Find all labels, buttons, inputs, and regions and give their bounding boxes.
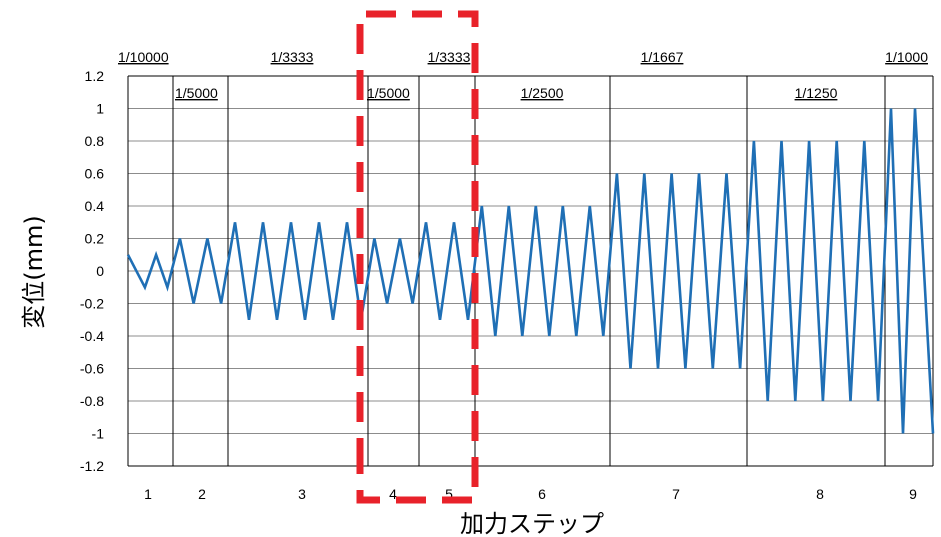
step-label: 4 bbox=[389, 486, 397, 502]
y-tick-label: -0.8 bbox=[80, 393, 104, 409]
y-axis-title: 変位(mm) bbox=[20, 215, 48, 328]
ratio-label: 1/1667 bbox=[641, 49, 684, 65]
step-label: 3 bbox=[298, 486, 306, 502]
y-tick-label: -0.6 bbox=[80, 361, 104, 377]
grid-lines bbox=[128, 75, 933, 467]
step-label: 6 bbox=[538, 486, 546, 502]
displacement-series bbox=[126, 108, 935, 434]
ratio-labels: 1/10000 1/5000 1/3333 1/5000 1/3333 1/2500 1/1… bbox=[118, 49, 928, 101]
y-tick-label: 1.2 bbox=[85, 68, 105, 84]
ratio-label: 1/1000 bbox=[885, 49, 928, 65]
ratio-label: 1/10000 bbox=[118, 49, 169, 65]
y-tick-label: 1 bbox=[96, 101, 104, 117]
y-tick-label: -0.2 bbox=[80, 296, 104, 312]
y-tick-label: 0.2 bbox=[85, 231, 105, 247]
step-label: 9 bbox=[909, 486, 917, 502]
y-tick-labels: 1.2 1 0.8 0.6 0.4 0.2 0 -0.2 -0.4 -0.6 -0.8 -1 -1.2 bbox=[80, 68, 104, 474]
ratio-label: 1/5000 bbox=[175, 85, 218, 101]
step-label: 5 bbox=[445, 486, 453, 502]
x-axis-title: 加力ステップ bbox=[460, 510, 604, 537]
displacement-line bbox=[126, 108, 935, 434]
highlight-box bbox=[356, 10, 479, 504]
highlight-rectangle bbox=[356, 10, 479, 504]
ratio-label: 1/5000 bbox=[367, 85, 410, 101]
y-tick-label: -1.2 bbox=[80, 458, 104, 474]
step-label: 1 bbox=[144, 486, 152, 502]
step-labels: 1 2 3 4 5 6 7 8 9 bbox=[144, 486, 917, 502]
y-tick-label: 0 bbox=[96, 263, 104, 279]
ratio-label: 1/3333 bbox=[271, 49, 314, 65]
step-label: 2 bbox=[198, 486, 206, 502]
y-tick-label: -1 bbox=[92, 426, 105, 442]
step-label: 7 bbox=[672, 486, 680, 502]
step-label: 8 bbox=[816, 486, 824, 502]
y-tick-label: 0.4 bbox=[85, 198, 105, 214]
ratio-label: 1/3333 bbox=[428, 49, 471, 65]
y-tick-label: -0.4 bbox=[80, 328, 104, 344]
ratio-label: 1/2500 bbox=[521, 85, 564, 101]
y-tick-label: 0.6 bbox=[85, 166, 105, 182]
y-tick-label: 0.8 bbox=[85, 133, 105, 149]
ratio-label: 1/1250 bbox=[795, 85, 838, 101]
